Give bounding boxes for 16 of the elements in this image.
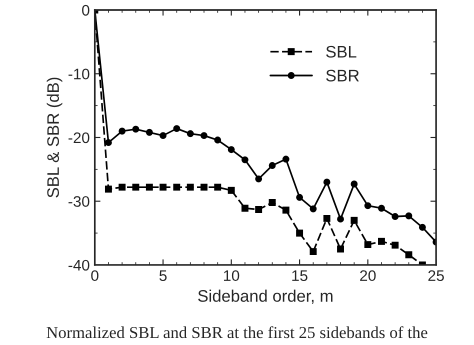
- x-tick-label: 20: [360, 270, 376, 282]
- x-tick-label: 10: [224, 270, 240, 282]
- text: Normalized SBL and SBR at the first 25 sidebands of the: [46, 326, 428, 338]
- y-tick-label: -10: [68, 68, 90, 80]
- y-tick-label: -20: [68, 132, 90, 144]
- x-tick-label: 0: [91, 270, 98, 282]
- x-tick-label: 25: [428, 270, 444, 282]
- legend-label: SBL: [326, 46, 356, 58]
- x-tick-label: 15: [292, 270, 308, 282]
- x-tick-label: 5: [159, 270, 167, 282]
- x-axis-title: Sideband order, m: [198, 290, 332, 304]
- y-axis-title: SBL & SBR (dB): [46, 78, 62, 198]
- y-tick-label: -40: [68, 260, 90, 271]
- legend-label: SBR: [326, 70, 359, 82]
- y-tick-label: -30: [68, 196, 90, 207]
- y-tick-label: 0: [82, 4, 90, 16]
